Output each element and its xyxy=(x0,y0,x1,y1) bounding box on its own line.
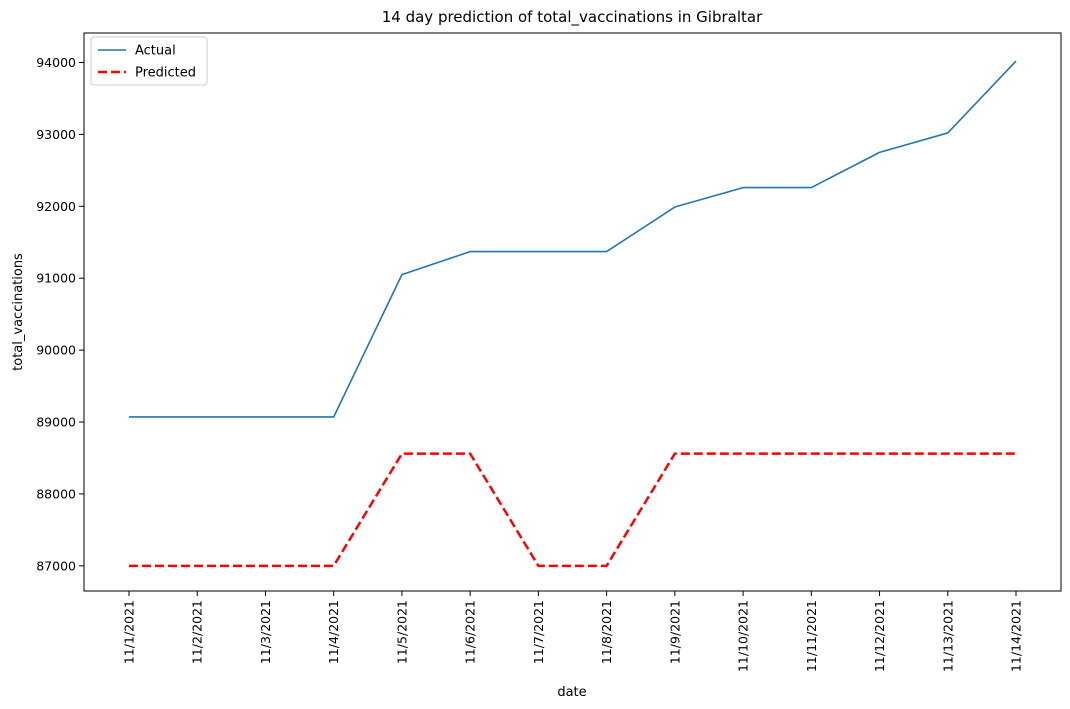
x-tick-label: 11/10/2021 xyxy=(736,600,751,672)
legend-label-predicted: Predicted xyxy=(135,66,196,81)
x-tick-label: 11/1/2021 xyxy=(122,600,137,664)
x-tick-label: 11/5/2021 xyxy=(394,600,409,664)
y-tick-label: 89000 xyxy=(36,415,76,430)
x-axis-label: date xyxy=(557,685,586,700)
legend-label-actual: Actual xyxy=(135,44,176,59)
y-tick-label: 90000 xyxy=(36,343,76,358)
x-tick-label: 11/2/2021 xyxy=(190,600,205,664)
plot-area xyxy=(83,32,1062,592)
y-tick-label: 88000 xyxy=(36,486,76,501)
legend: Actual Predicted xyxy=(90,36,208,86)
x-tick-label: 11/8/2021 xyxy=(599,600,614,664)
y-tick-label: 91000 xyxy=(36,271,76,286)
x-tick-label: 11/3/2021 xyxy=(258,600,273,664)
y-tick-label: 93000 xyxy=(36,127,76,142)
y-tick-label: 94000 xyxy=(36,55,76,70)
y-tick-label: 92000 xyxy=(36,199,76,214)
y-axis-label: total_vaccinations xyxy=(11,253,26,371)
series-layer xyxy=(129,60,1017,568)
x-tick-label: 11/4/2021 xyxy=(326,600,341,664)
x-tick-label: 11/7/2021 xyxy=(531,600,546,664)
x-tick-label: 11/13/2021 xyxy=(940,600,955,672)
x-tick-label: 11/12/2021 xyxy=(872,600,887,672)
series-line-predicted xyxy=(129,452,1016,568)
y-tick-label: 87000 xyxy=(36,558,76,573)
x-tick-label: 11/9/2021 xyxy=(667,600,682,664)
y-axis: 87000 88000 89000 90000 91000 92000 93000 94000 xyxy=(36,55,84,573)
x-tick-label: 11/6/2021 xyxy=(463,600,478,664)
chart-title: 14 day prediction of total_vaccinations … xyxy=(382,8,763,27)
x-tick-label: 11/14/2021 xyxy=(1009,600,1024,672)
x-axis: 11/1/2021 11/2/2021 11/3/2021 11/4/2021 11/5… xyxy=(122,591,1024,672)
series-line-actual xyxy=(129,60,1017,418)
x-tick-label: 11/11/2021 xyxy=(804,600,819,672)
